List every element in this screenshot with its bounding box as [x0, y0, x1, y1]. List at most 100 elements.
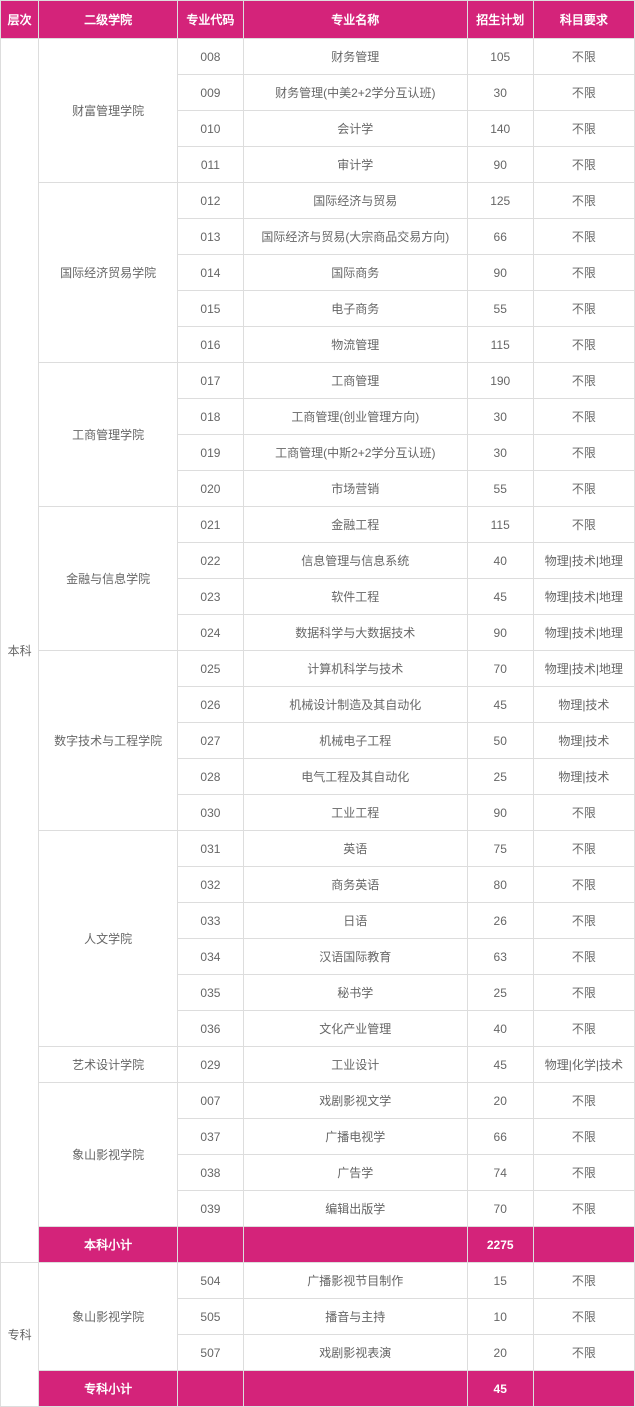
cell-code: 028 [177, 759, 243, 795]
cell-plan: 20 [467, 1335, 533, 1371]
cell-plan: 10 [467, 1299, 533, 1335]
cell-major: 软件工程 [243, 579, 467, 615]
cell-req: 物理|技术|地理 [533, 579, 634, 615]
cell-major: 信息管理与信息系统 [243, 543, 467, 579]
cell-code: 037 [177, 1119, 243, 1155]
col-plan: 招生计划 [467, 1, 533, 39]
table-header-row: 层次 二级学院 专业代码 专业名称 招生计划 科目要求 [1, 1, 635, 39]
cell-req: 不限 [533, 1335, 634, 1371]
cell-plan: 66 [467, 1119, 533, 1155]
cell-major: 机械设计制造及其自动化 [243, 687, 467, 723]
cell-major: 广告学 [243, 1155, 467, 1191]
cell-plan: 20 [467, 1083, 533, 1119]
cell-req: 物理|技术|地理 [533, 651, 634, 687]
cell-level: 专科 [1, 1263, 39, 1407]
cell-code: 011 [177, 147, 243, 183]
cell-major: 英语 [243, 831, 467, 867]
cell-major: 市场营销 [243, 471, 467, 507]
cell-code: 021 [177, 507, 243, 543]
cell-major: 广播电视学 [243, 1119, 467, 1155]
cell-code: 016 [177, 327, 243, 363]
cell-code: 029 [177, 1047, 243, 1083]
cell-req: 不限 [533, 75, 634, 111]
cell-code: 507 [177, 1335, 243, 1371]
cell-plan: 90 [467, 615, 533, 651]
subtotal-plan: 45 [467, 1371, 533, 1407]
cell-major: 戏剧影视表演 [243, 1335, 467, 1371]
cell-req: 不限 [533, 1119, 634, 1155]
cell-major: 日语 [243, 903, 467, 939]
enrollment-table: 层次 二级学院 专业代码 专业名称 招生计划 科目要求 本科财富管理学院008财… [0, 0, 635, 1407]
cell-major: 机械电子工程 [243, 723, 467, 759]
cell-plan: 30 [467, 399, 533, 435]
table-row: 人文学院031英语75不限 [1, 831, 635, 867]
cell-major: 电气工程及其自动化 [243, 759, 467, 795]
cell-req: 不限 [533, 975, 634, 1011]
cell-code: 020 [177, 471, 243, 507]
cell-plan: 25 [467, 975, 533, 1011]
cell-plan: 90 [467, 255, 533, 291]
cell-code: 034 [177, 939, 243, 975]
cell-req: 不限 [533, 183, 634, 219]
cell-college: 象山影视学院 [39, 1263, 178, 1371]
table-row: 金融与信息学院021金融工程115不限 [1, 507, 635, 543]
table-row: 数字技术与工程学院025计算机科学与技术70物理|技术|地理 [1, 651, 635, 687]
cell-req: 不限 [533, 39, 634, 75]
cell-code: 009 [177, 75, 243, 111]
cell-req: 物理|技术 [533, 759, 634, 795]
cell-plan: 55 [467, 471, 533, 507]
cell-college: 金融与信息学院 [39, 507, 178, 651]
cell-req: 不限 [533, 1299, 634, 1335]
cell-plan: 40 [467, 543, 533, 579]
cell-req: 不限 [533, 147, 634, 183]
subtotal-label: 专科小计 [39, 1371, 178, 1407]
cell-plan: 25 [467, 759, 533, 795]
cell-req: 不限 [533, 1011, 634, 1047]
table-row: 本科财富管理学院008财务管理105不限 [1, 39, 635, 75]
cell-major: 工商管理(创业管理方向) [243, 399, 467, 435]
cell-plan: 66 [467, 219, 533, 255]
cell-code: 007 [177, 1083, 243, 1119]
cell-college: 国际经济贸易学院 [39, 183, 178, 363]
cell-code: 012 [177, 183, 243, 219]
cell-code: 032 [177, 867, 243, 903]
cell-plan: 50 [467, 723, 533, 759]
cell-req: 不限 [533, 1083, 634, 1119]
cell-plan: 80 [467, 867, 533, 903]
cell-code: 035 [177, 975, 243, 1011]
cell-college: 工商管理学院 [39, 363, 178, 507]
cell-req: 不限 [533, 363, 634, 399]
cell-code: 027 [177, 723, 243, 759]
table-row: 象山影视学院007戏剧影视文学20不限 [1, 1083, 635, 1119]
cell-code: 022 [177, 543, 243, 579]
cell-plan: 75 [467, 831, 533, 867]
cell-code: 026 [177, 687, 243, 723]
cell-req: 不限 [533, 1155, 634, 1191]
table-row: 国际经济贸易学院012国际经济与贸易125不限 [1, 183, 635, 219]
subtotal-empty [177, 1371, 243, 1407]
cell-req: 不限 [533, 435, 634, 471]
cell-major: 国际商务 [243, 255, 467, 291]
cell-code: 039 [177, 1191, 243, 1227]
cell-plan: 45 [467, 579, 533, 615]
cell-plan: 125 [467, 183, 533, 219]
cell-req: 不限 [533, 291, 634, 327]
cell-req: 物理|化学|技术 [533, 1047, 634, 1083]
cell-plan: 55 [467, 291, 533, 327]
cell-code: 010 [177, 111, 243, 147]
cell-major: 计算机科学与技术 [243, 651, 467, 687]
cell-major: 国际经济与贸易(大宗商品交易方向) [243, 219, 467, 255]
subtotal-empty [177, 1227, 243, 1263]
cell-college: 象山影视学院 [39, 1083, 178, 1227]
cell-req: 不限 [533, 471, 634, 507]
col-code: 专业代码 [177, 1, 243, 39]
cell-code: 505 [177, 1299, 243, 1335]
cell-major: 播音与主持 [243, 1299, 467, 1335]
cell-major: 戏剧影视文学 [243, 1083, 467, 1119]
subtotal-row: 本科小计2275 [1, 1227, 635, 1263]
cell-college: 数字技术与工程学院 [39, 651, 178, 831]
cell-req: 不限 [533, 219, 634, 255]
col-req: 科目要求 [533, 1, 634, 39]
cell-code: 013 [177, 219, 243, 255]
cell-req: 不限 [533, 327, 634, 363]
